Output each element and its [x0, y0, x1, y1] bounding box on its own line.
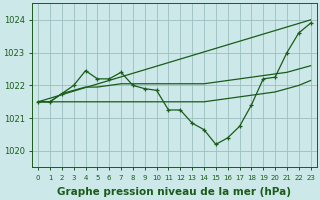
X-axis label: Graphe pression niveau de la mer (hPa): Graphe pression niveau de la mer (hPa)	[57, 187, 292, 197]
